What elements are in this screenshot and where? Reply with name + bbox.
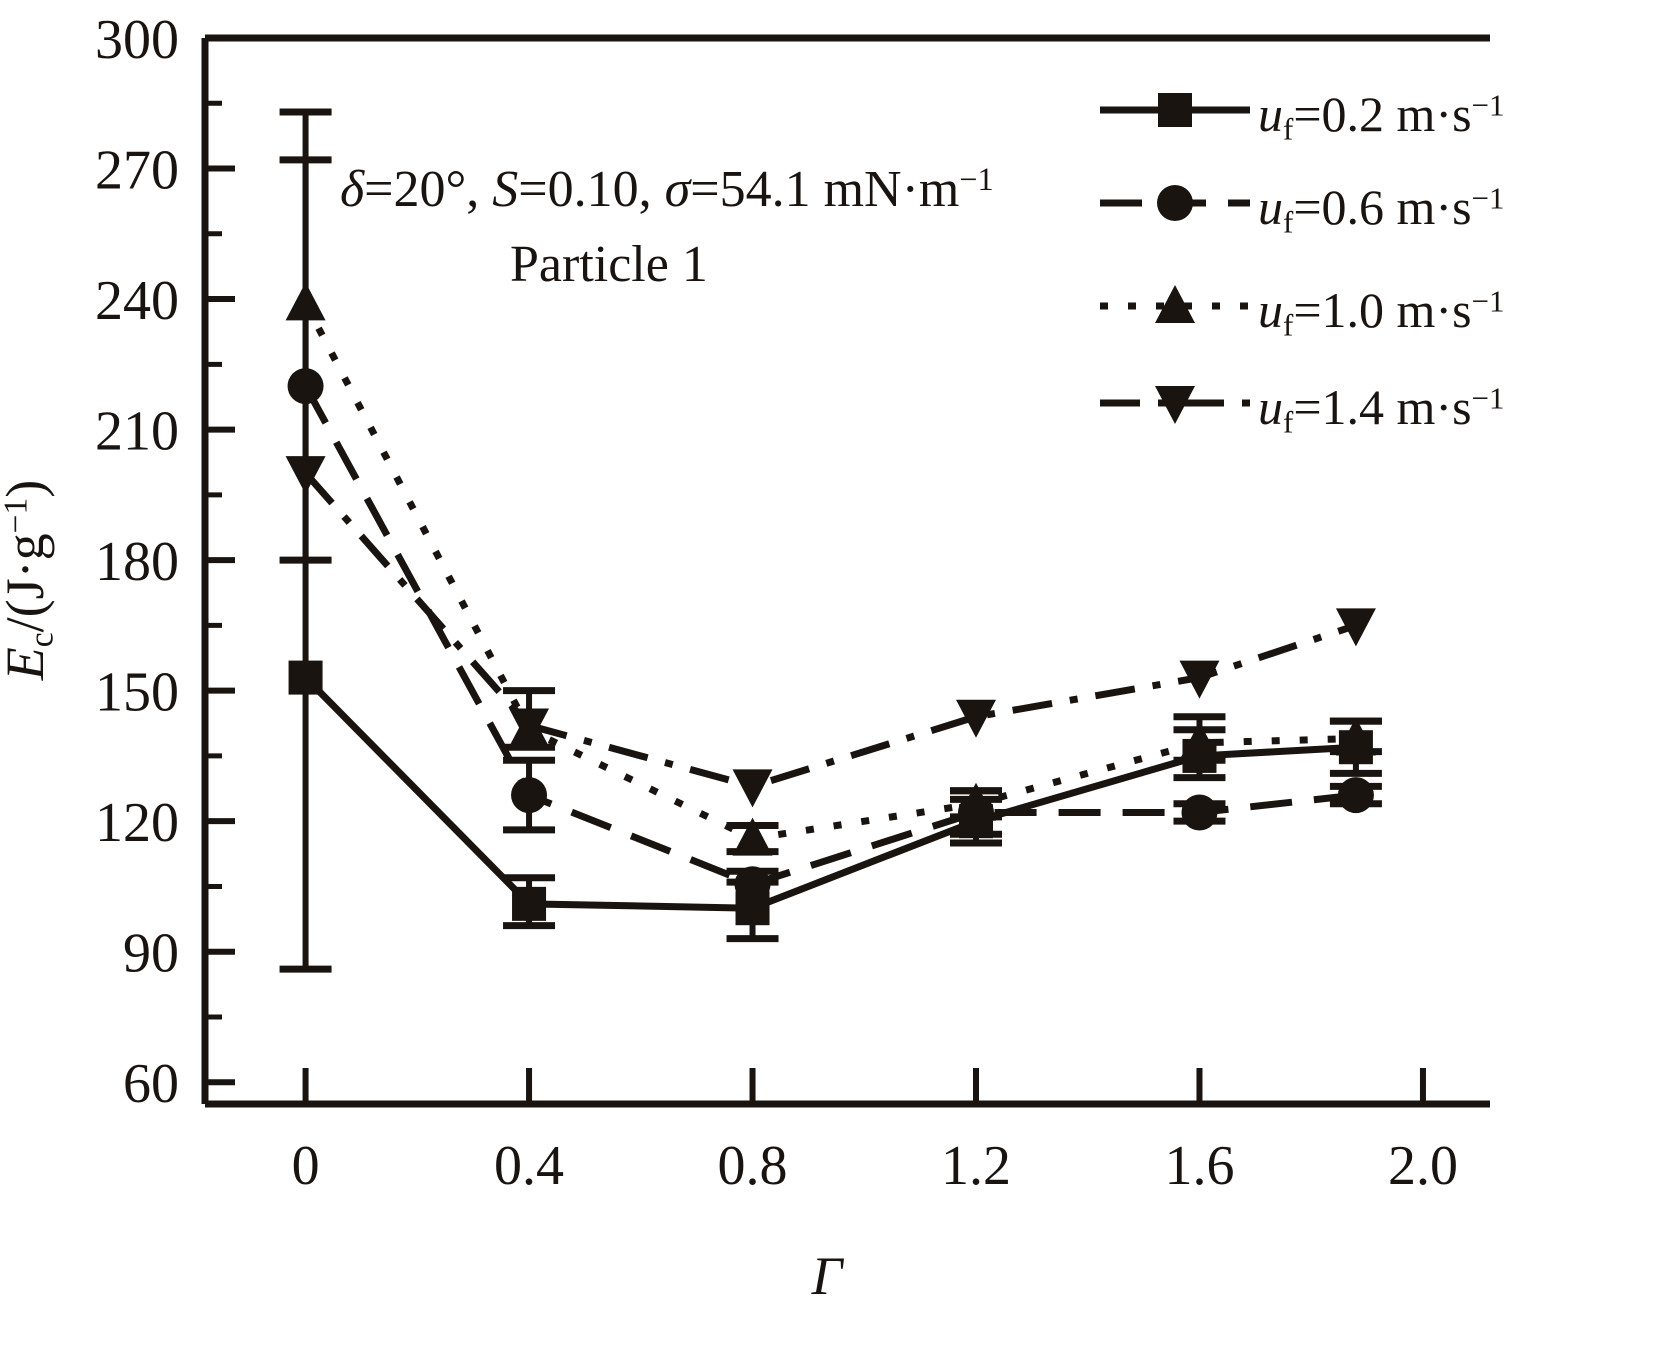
y-axis-label-paren: ): [0, 479, 55, 498]
legend-eq-0: =0.2 m·s: [1293, 86, 1472, 142]
x-tick-label: 0.4: [494, 1135, 564, 1197]
annotation-conditions: δ=20°, S=0.10, σ=54.1 mN·m−1: [340, 160, 994, 219]
legend-item-3: uf=1.4 m·s−1: [1258, 378, 1505, 441]
legend-sub-0: f: [1283, 111, 1294, 147]
y-tick-label: 120: [95, 792, 179, 854]
legend-u-0: u: [1258, 86, 1283, 142]
x-tick-label: 2.0: [1388, 1135, 1458, 1197]
y-axis-label: Ec/(J·g−1): [0, 470, 61, 690]
annotation-delta: δ: [340, 161, 365, 218]
x-axis-label: Γ: [0, 1245, 1654, 1307]
legend-key-marker-2: [1155, 285, 1195, 323]
legend-key-marker-3: [1155, 386, 1195, 424]
data-point-uf=0.2: [288, 660, 323, 695]
annotation-sigma-value: =54.1 mN·m: [690, 161, 960, 218]
y-tick-label: 240: [95, 270, 179, 332]
y-tick-label: 60: [123, 1053, 179, 1115]
y-tick-label: 180: [95, 531, 179, 593]
legend-eq-3: =1.4 m·s: [1293, 379, 1472, 435]
legend-item-0: uf=0.2 m·s−1: [1258, 85, 1505, 148]
data-point-uf=1.4: [956, 699, 996, 738]
y-tick-label: 210: [95, 401, 179, 463]
data-point-uf=1.4: [509, 708, 550, 747]
legend-u-1: u: [1258, 179, 1283, 235]
data-point-uf=1.0: [285, 282, 326, 321]
legend-item-1: uf=0.6 m·s−1: [1258, 178, 1505, 241]
x-tick-label: 1.2: [941, 1135, 1011, 1197]
legend-eq-2: =1.0 m·s: [1293, 282, 1472, 338]
data-point-uf=0.2: [512, 886, 547, 921]
data-point-uf=1.0: [1335, 717, 1376, 756]
annotation-delta-value: =20°,: [364, 161, 493, 218]
data-point-uf=0.6: [734, 866, 771, 903]
y-axis-label-units: /(J·g: [0, 533, 55, 633]
y-axis-label-text: E: [0, 647, 55, 681]
annotation-S: S: [492, 161, 519, 218]
annotation-particle: Particle 1: [510, 235, 708, 294]
data-point-uf=0.6: [511, 777, 548, 814]
x-axis-label-text: Γ: [811, 1246, 843, 1306]
legend-eq-1: =0.6 m·s: [1293, 179, 1472, 235]
legend-key-marker-1: [1157, 185, 1193, 221]
x-tick-label: 0.8: [718, 1135, 788, 1197]
annotation-S-value: =0.10,: [518, 161, 665, 218]
annotation-sigma: σ: [664, 161, 691, 218]
annotation-sigma-exp: −1: [959, 160, 994, 197]
x-tick-label: 0: [292, 1135, 320, 1197]
data-point-uf=0.6: [1181, 794, 1218, 831]
x-tick-label: 1.6: [1164, 1135, 1234, 1197]
legend-item-2: uf=1.0 m·s−1: [1258, 281, 1505, 344]
legend-sub-1: f: [1283, 204, 1294, 240]
series-line-uf=0.6: [302, 384, 1357, 888]
data-point-uf=1.0: [1179, 721, 1220, 760]
legend-sup-0: −1: [1471, 87, 1505, 123]
legend-u-2: u: [1258, 282, 1283, 338]
legend-sub-2: f: [1283, 307, 1294, 343]
y-tick-label: 150: [95, 662, 179, 724]
legend-u-3: u: [1258, 379, 1283, 435]
legend-sub-3: f: [1283, 404, 1294, 440]
data-point-uf=0.6: [1337, 777, 1374, 814]
legend-key-marker-0: [1158, 93, 1192, 127]
annotation-particle-text: Particle 1: [510, 236, 708, 293]
y-tick-label: 300: [95, 9, 179, 71]
data-point-uf=1.0: [956, 782, 996, 821]
data-point-uf=1.4: [732, 769, 773, 808]
data-point-uf=1.4: [1179, 660, 1220, 699]
series-line-uf=0.2: [303, 675, 1357, 912]
y-tick-label: 90: [123, 923, 179, 985]
y-tick-label: 270: [95, 140, 179, 202]
legend-sup-2: −1: [1471, 283, 1505, 319]
data-point-uf=1.4: [1335, 608, 1376, 647]
data-point-uf=0.6: [287, 368, 324, 405]
data-point-uf=1.0: [732, 817, 773, 856]
series-line-uf=1.0: [302, 301, 1357, 843]
legend-sup-1: −1: [1471, 180, 1505, 216]
y-axis-label-exp: −1: [0, 497, 35, 534]
data-point-uf=1.4: [285, 456, 326, 495]
y-axis-label-sub: c: [23, 632, 61, 648]
legend-sup-3: −1: [1471, 380, 1505, 416]
series-line-uf=1.4: [302, 470, 1358, 791]
